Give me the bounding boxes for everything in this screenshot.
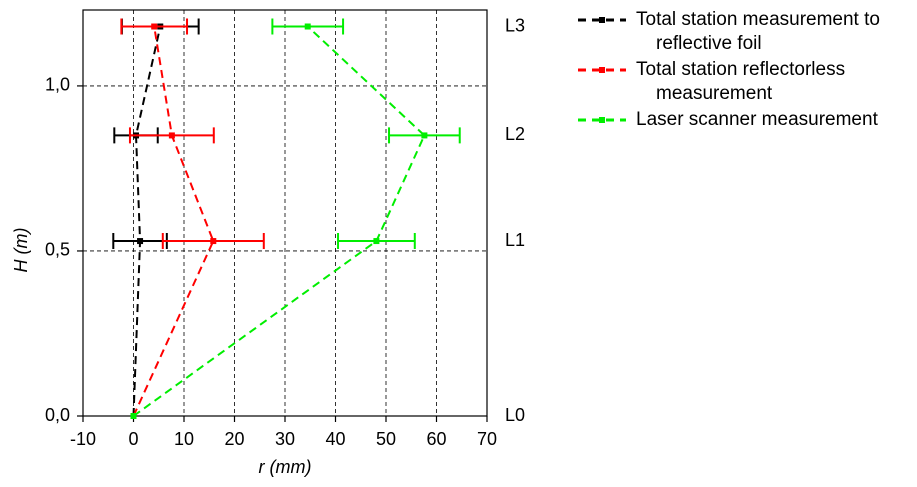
x-tick-label: -10 — [70, 429, 96, 449]
legend-swatch — [578, 117, 626, 123]
series-line — [132, 26, 162, 417]
marker — [210, 238, 217, 245]
x-tick-label: 20 — [224, 429, 244, 449]
marker — [151, 23, 158, 30]
legend-marker — [599, 17, 605, 23]
series-line — [132, 26, 215, 417]
x-axis-label: r (mm) — [259, 457, 312, 477]
x-tick-label: 10 — [174, 429, 194, 449]
series-line — [132, 25, 426, 417]
x-tick-label: 0 — [128, 429, 138, 449]
legend-marker — [599, 117, 605, 123]
marker — [137, 238, 144, 245]
y-tick-label: 1,0 — [45, 75, 70, 95]
legend-item: Laser scanner measurement — [576, 108, 916, 132]
legend-item: Total station reflectorless measurement — [576, 58, 916, 106]
legend-item: Total station measurement to reflective … — [576, 8, 916, 56]
level-label: L2 — [505, 124, 525, 144]
x-tick-label: 70 — [477, 429, 497, 449]
legend-label: Total station measurement to reflective … — [636, 9, 880, 54]
x-tick-label: 60 — [426, 429, 446, 449]
legend-swatch — [578, 67, 626, 73]
legend: Total station measurement to reflective … — [576, 8, 916, 134]
marker — [130, 413, 137, 419]
x-tick-label: 40 — [325, 429, 345, 449]
y-tick-label: 0,0 — [45, 405, 70, 425]
marker — [421, 132, 428, 139]
marker — [373, 238, 380, 245]
x-tick-label: 30 — [275, 429, 295, 449]
x-tick-label: 50 — [376, 429, 396, 449]
legend-label: Laser scanner measurement — [636, 109, 878, 130]
level-label: L1 — [505, 230, 525, 250]
marker — [304, 23, 311, 30]
level-label: L3 — [505, 15, 525, 35]
y-tick-label: 0,5 — [45, 240, 70, 260]
level-label: L0 — [505, 405, 525, 425]
legend-marker — [599, 67, 605, 73]
legend-swatch — [578, 17, 626, 23]
plot-frame — [82, 9, 488, 417]
legend-label: Total station reflectorless measurement — [636, 59, 846, 104]
y-axis-label: H (m) — [11, 228, 31, 273]
marker — [168, 132, 175, 139]
